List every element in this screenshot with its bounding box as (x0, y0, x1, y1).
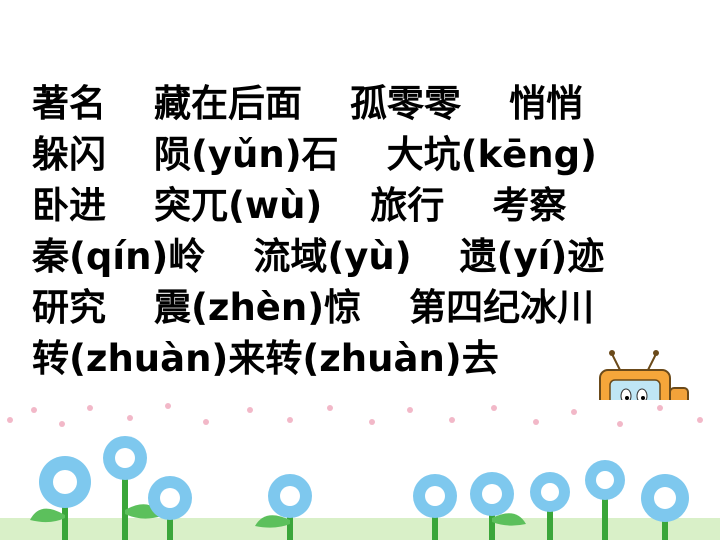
vocab-word: 研究 (32, 286, 106, 329)
vocab-word: 转(zhuàn)来转(zhuàn)去 (32, 337, 499, 380)
vocab-word: 卧进 (32, 184, 106, 227)
vocab-word: 孤零零 (350, 82, 461, 125)
flower-icon (413, 474, 457, 540)
flower-icon (530, 472, 570, 540)
vocab-word: 著名 (32, 82, 106, 125)
flower-icon (470, 472, 526, 540)
flower-garden-decoration (0, 400, 720, 540)
vocab-word: 躲闪 (32, 133, 106, 176)
vocab-word: 陨(yǔn)石 (154, 133, 339, 176)
vocab-word: 第四纪冰川 (409, 286, 595, 329)
vocab-word: 考察 (492, 184, 567, 227)
pink-dots-pattern (7, 403, 703, 427)
vocab-line-6: 转(zhuàn)来转(zhuàn)去 (32, 333, 692, 384)
vocab-word: 旅行 (370, 184, 445, 227)
flower-icon (30, 456, 91, 540)
vocab-word: 遗(yí)迹 (459, 235, 605, 278)
flower-icon (255, 474, 312, 540)
vocab-word: 震(zhèn)惊 (154, 286, 362, 329)
vocab-word: 藏在后面 (154, 82, 302, 125)
vocab-word: 秦(qín)岭 (32, 235, 206, 278)
vocab-line-5: 研究 震(zhèn)惊 第四纪冰川 (32, 282, 692, 333)
flower-icon (641, 474, 689, 540)
vocab-line-4: 秦(qín)岭 流域(yù) 遗(yí)迹 (32, 231, 692, 282)
vocab-word: 悄悄 (509, 82, 583, 125)
vocab-line-1: 著名 藏在后面 孤零零 悄悄 (32, 78, 692, 129)
vocab-line-3: 卧进 突兀(wù) 旅行 考察 (32, 180, 692, 231)
vocab-word: 突兀(wù) (154, 184, 323, 227)
vocab-line-2: 躲闪 陨(yǔn)石 大坑(kēng) (32, 129, 692, 180)
vocab-word: 流域(yù) (253, 235, 412, 278)
flower-icon (103, 436, 162, 540)
vocabulary-list: 著名 藏在后面 孤零零 悄悄 躲闪 陨(yǔn)石 大坑(kēng) 卧进 突兀(wù) 旅行… (32, 78, 692, 384)
flower-icon (148, 476, 192, 540)
flower-icon (585, 460, 625, 540)
vocab-word: 大坑(kēng) (386, 133, 597, 176)
